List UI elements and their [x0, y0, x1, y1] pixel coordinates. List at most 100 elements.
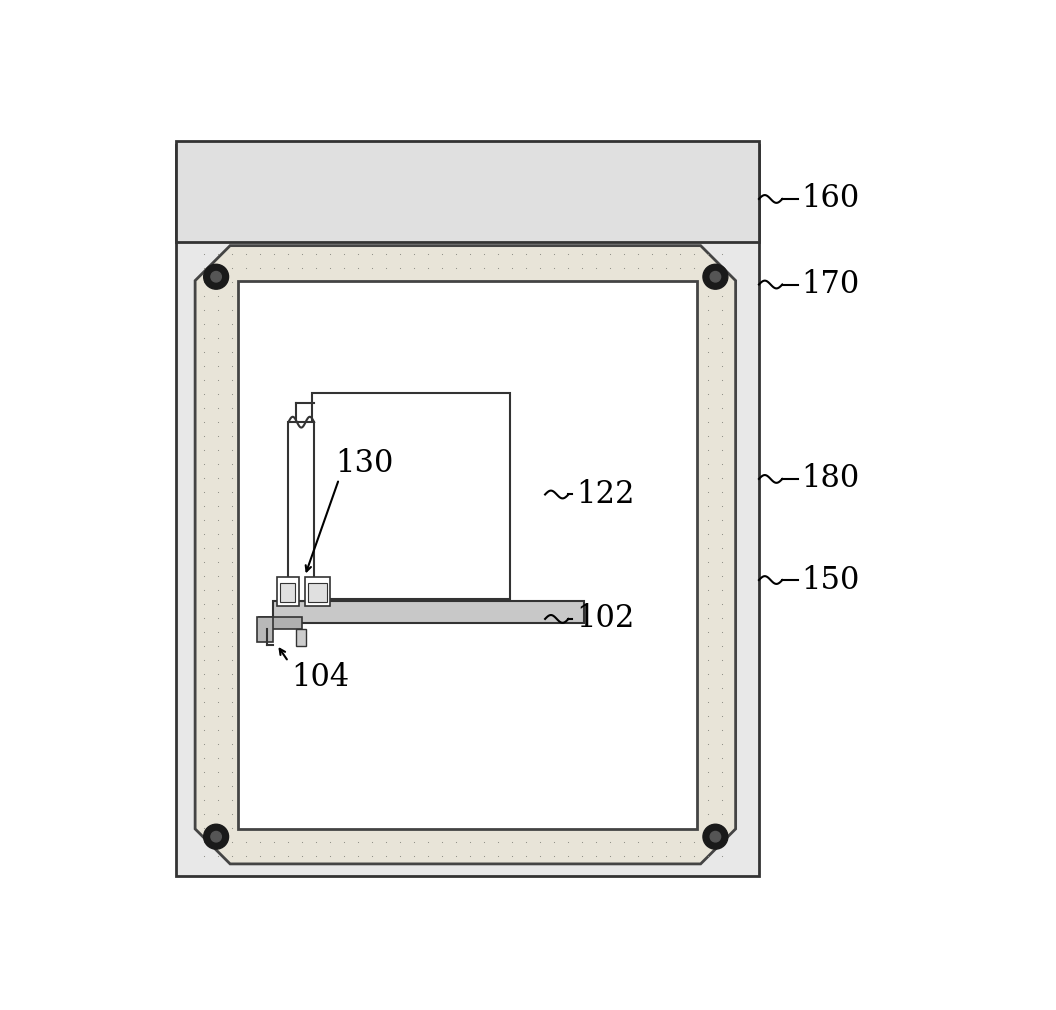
Point: [196, 540, 213, 557]
Point: [210, 610, 227, 626]
Point: [714, 652, 731, 669]
Point: [644, 261, 661, 277]
Point: [700, 498, 717, 514]
Point: [504, 246, 521, 263]
Point: [700, 330, 717, 346]
Point: [308, 848, 325, 865]
Point: [532, 848, 549, 865]
Point: [224, 512, 241, 528]
Point: [392, 246, 409, 263]
Point: [210, 708, 227, 724]
Point: [490, 261, 507, 277]
Point: [700, 778, 717, 794]
Point: [210, 288, 227, 304]
Point: [504, 834, 521, 850]
Point: [210, 484, 227, 500]
Point: [714, 624, 731, 640]
Point: [210, 414, 227, 430]
Point: [434, 246, 451, 263]
Point: [210, 582, 227, 598]
Text: 150: 150: [802, 565, 860, 596]
Point: [224, 470, 241, 486]
Point: [490, 834, 507, 850]
Point: [224, 274, 241, 290]
Point: [560, 246, 577, 263]
Point: [448, 261, 465, 277]
Point: [700, 820, 717, 836]
Point: [252, 261, 269, 277]
Point: [196, 261, 213, 277]
Point: [700, 764, 717, 780]
Point: [252, 246, 269, 263]
Point: [658, 261, 675, 277]
Point: [714, 806, 731, 822]
Circle shape: [711, 272, 720, 282]
Point: [210, 694, 227, 710]
Point: [224, 359, 241, 375]
Point: [350, 834, 366, 850]
Bar: [175, 140, 759, 241]
Point: [686, 246, 703, 263]
Point: [196, 288, 213, 304]
Point: [714, 596, 731, 612]
Point: [196, 778, 213, 794]
Point: [700, 680, 717, 696]
Point: [588, 246, 605, 263]
Point: [560, 848, 577, 865]
Point: [700, 526, 717, 542]
Point: [210, 736, 227, 752]
Point: [700, 540, 717, 557]
Point: [336, 834, 353, 850]
Bar: [259, 617, 302, 629]
Point: [588, 848, 605, 865]
Point: [378, 848, 395, 865]
Point: [364, 246, 381, 263]
Point: [672, 848, 689, 865]
Point: [196, 428, 213, 444]
Point: [700, 694, 717, 710]
Point: [700, 359, 717, 375]
Point: [700, 750, 717, 767]
Point: [658, 246, 675, 263]
Point: [420, 246, 437, 263]
Point: [714, 540, 731, 557]
Point: [406, 261, 422, 277]
Point: [420, 261, 437, 277]
Point: [196, 302, 213, 318]
Point: [196, 442, 213, 459]
Point: [714, 428, 731, 444]
Point: [700, 316, 717, 332]
Point: [210, 750, 227, 767]
Point: [672, 261, 689, 277]
Point: [196, 457, 213, 473]
Point: [630, 834, 647, 850]
Point: [196, 484, 213, 500]
Point: [224, 680, 241, 696]
Point: [322, 834, 339, 850]
Point: [700, 596, 717, 612]
Point: [700, 624, 717, 640]
Point: [224, 344, 241, 361]
Point: [714, 778, 731, 794]
Point: [644, 246, 661, 263]
Point: [700, 554, 717, 571]
Point: [714, 400, 731, 416]
Point: [434, 848, 451, 865]
Point: [266, 834, 283, 850]
Point: [686, 834, 703, 850]
Point: [518, 848, 535, 865]
Point: [210, 359, 227, 375]
Point: [700, 302, 717, 318]
Point: [448, 246, 465, 263]
Point: [714, 820, 731, 836]
Point: [266, 246, 283, 263]
Bar: [258, 617, 272, 642]
Point: [224, 666, 241, 682]
Point: [700, 414, 717, 430]
Point: [210, 330, 227, 346]
Point: [224, 848, 241, 865]
Point: [714, 372, 731, 388]
Point: [210, 400, 227, 416]
Point: [266, 848, 283, 865]
Point: [700, 372, 717, 388]
